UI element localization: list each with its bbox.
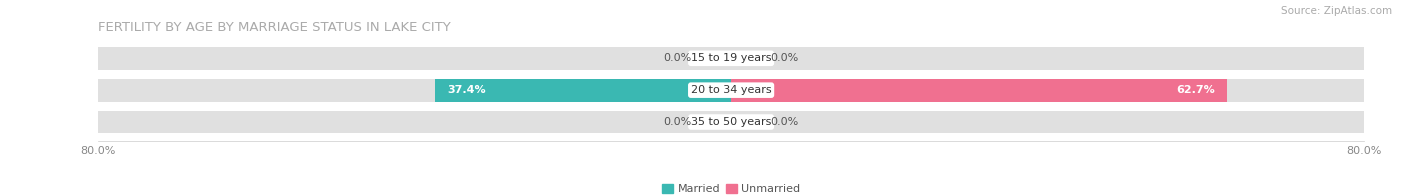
Text: 0.0%: 0.0% — [664, 53, 692, 63]
Text: 0.0%: 0.0% — [770, 53, 799, 63]
Text: 37.4%: 37.4% — [447, 85, 486, 95]
Bar — [98, 47, 1364, 70]
Bar — [436, 79, 731, 102]
Bar — [98, 79, 1364, 102]
Text: 35 to 50 years: 35 to 50 years — [690, 117, 772, 127]
Text: 0.0%: 0.0% — [664, 117, 692, 127]
Text: 62.7%: 62.7% — [1177, 85, 1215, 95]
Bar — [98, 111, 1364, 133]
Text: 0.0%: 0.0% — [770, 117, 799, 127]
Bar — [731, 79, 1227, 102]
Text: 15 to 19 years: 15 to 19 years — [690, 53, 772, 63]
Text: FERTILITY BY AGE BY MARRIAGE STATUS IN LAKE CITY: FERTILITY BY AGE BY MARRIAGE STATUS IN L… — [98, 21, 451, 34]
Text: Source: ZipAtlas.com: Source: ZipAtlas.com — [1281, 6, 1392, 16]
Text: 20 to 34 years: 20 to 34 years — [690, 85, 772, 95]
Legend: Married, Unmarried: Married, Unmarried — [658, 179, 804, 196]
